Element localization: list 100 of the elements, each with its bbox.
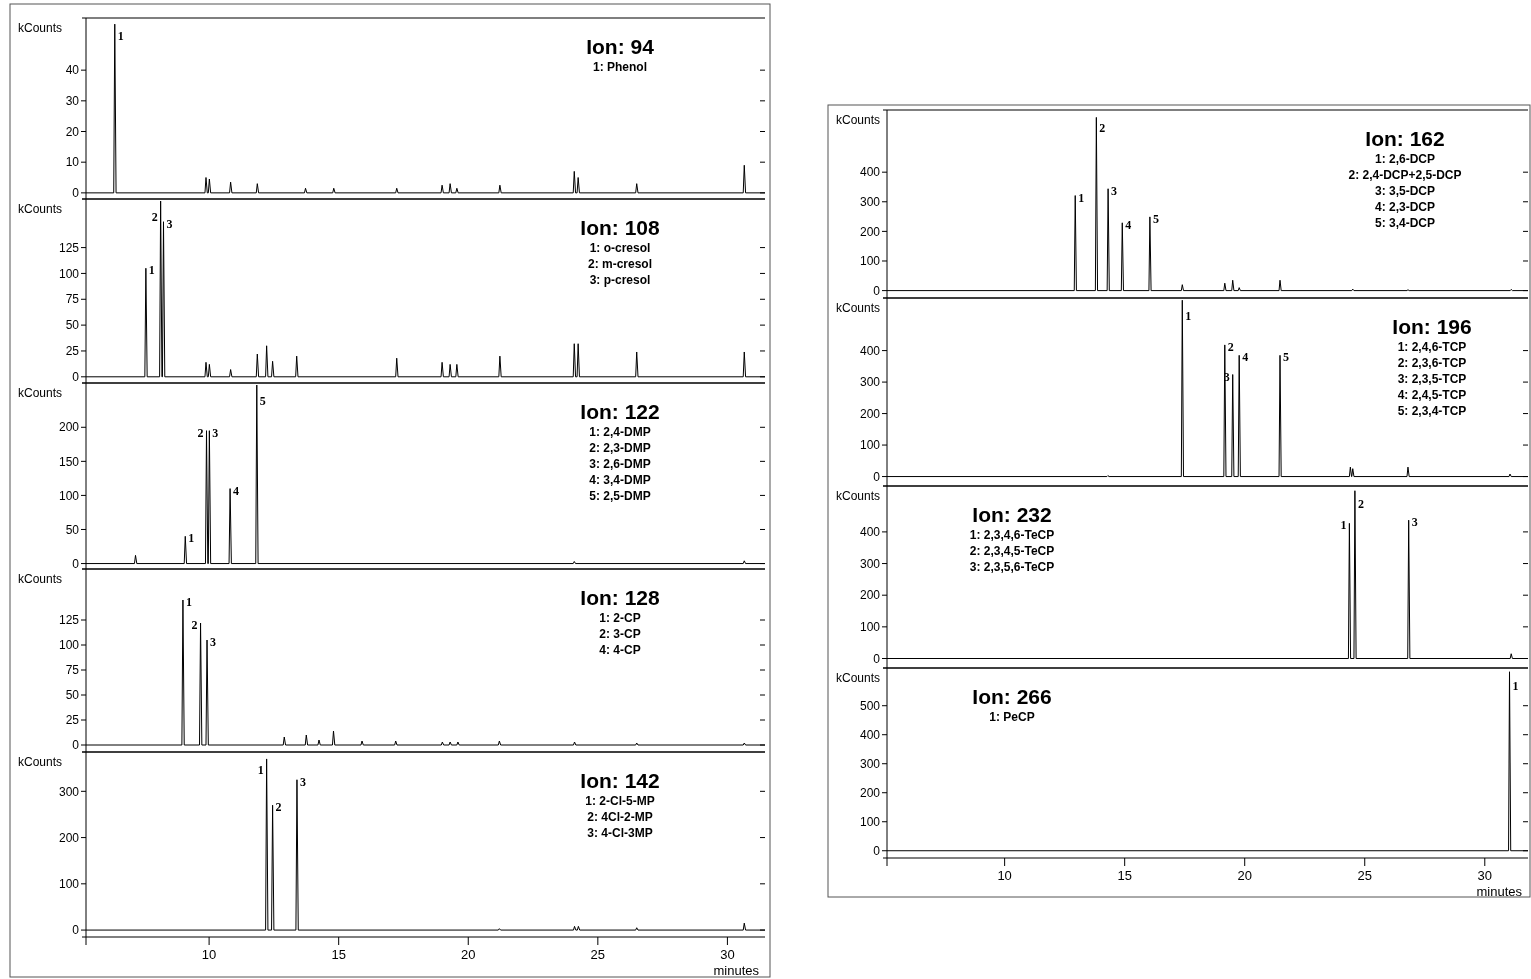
- y-tick-label: 20: [65, 124, 80, 139]
- y-tick-label: 200: [58, 420, 80, 435]
- annotation: 3: [1111, 183, 1118, 198]
- y-tick-label: 100: [859, 438, 881, 453]
- annotation: 1: [1512, 679, 1519, 693]
- x-axis-title: minutes: [1476, 884, 1523, 899]
- y-tick-label: 0: [72, 556, 80, 571]
- annotation: 3: [1411, 515, 1418, 530]
- y-tick-label: 0: [873, 843, 881, 858]
- annotation: 2: 2,3,6-TCP: [1397, 356, 1467, 370]
- annotation: 2: 2,3,4,5-TeCP: [969, 544, 1055, 558]
- y-tick-label: 400: [859, 165, 881, 180]
- y-tick-label: 100: [58, 488, 80, 503]
- y-tick-label: 0: [873, 283, 881, 298]
- y-axis-title: kCounts: [18, 21, 63, 35]
- y-tick-label: 40: [65, 63, 80, 78]
- annotation: 1: [188, 531, 195, 546]
- annotation: 5: 2,3,4-TCP: [1397, 404, 1467, 418]
- annotation: 3: 2,3,5-TCP: [1397, 372, 1467, 386]
- annotation: 3: [212, 425, 219, 440]
- annotation: 1: [148, 263, 155, 278]
- annotation: 1: 2,3,4,6-TeCP: [969, 528, 1055, 542]
- x-tick-label: 25: [590, 947, 606, 962]
- x-tick-label: 20: [1237, 868, 1252, 883]
- y-tick-label: 125: [58, 240, 80, 255]
- y-tick-label: 100: [58, 877, 80, 892]
- annotation: 3: [166, 216, 173, 231]
- x-tick-label: 25: [1357, 868, 1372, 883]
- y-tick-label: 200: [859, 406, 881, 421]
- y-axis-title: kCounts: [836, 301, 881, 315]
- text: Ion: 128: [580, 586, 660, 609]
- y-tick-label: 75: [65, 292, 80, 307]
- annotation: 2: 4Cl-2-MP: [587, 810, 653, 824]
- y-tick-label: 200: [859, 224, 881, 239]
- y-tick-label: 200: [859, 785, 881, 800]
- y-tick-label: 400: [859, 343, 881, 358]
- y-axis-title: kCounts: [18, 202, 63, 216]
- annotation: 2: [1227, 339, 1234, 354]
- annotation: 5: 2,5-DMP: [589, 489, 651, 503]
- annotation: 4: [1125, 217, 1132, 232]
- annotation: 3: [299, 774, 306, 789]
- annotation: 1: [1078, 190, 1085, 205]
- annotation: 2: [1099, 121, 1106, 135]
- annotation: 2: 2,4-DCP+2,5-DCP: [1348, 168, 1462, 182]
- y-tick-label: 0: [72, 923, 80, 938]
- annotation: 1: 2-Cl-5-MP: [585, 794, 655, 808]
- annotation: 2: [191, 618, 198, 632]
- text: Ion: 232: [972, 503, 1052, 526]
- annotation: 1: [1185, 309, 1192, 323]
- y-tick-label: 50: [65, 688, 80, 703]
- text: Ion: 94: [586, 35, 655, 58]
- x-tick-label: 15: [331, 947, 346, 962]
- x-tick-label: 15: [1117, 868, 1132, 883]
- annotation: 4: [1242, 350, 1249, 365]
- annotation: 1: [257, 763, 264, 777]
- y-tick-label: 400: [859, 525, 881, 540]
- y-tick-label: 25: [65, 344, 80, 359]
- x-tick-label: 10: [201, 947, 217, 962]
- y-tick-label: 150: [58, 454, 80, 469]
- annotation: 2: [151, 210, 158, 224]
- annotation: 2: [275, 800, 282, 815]
- annotation: 4: 2,3-DCP: [1374, 200, 1436, 214]
- annotation: 3: 2,3,5,6-TeCP: [969, 560, 1055, 574]
- y-axis-title: kCounts: [836, 489, 881, 503]
- annotation: 2: [1357, 497, 1364, 511]
- y-tick-label: 0: [72, 738, 80, 753]
- annotation: 4: 4-CP: [599, 643, 641, 657]
- y-axis-title: kCounts: [18, 572, 63, 586]
- annotation: 3: 3,5-DCP: [1374, 184, 1436, 198]
- x-tick-label: 20: [461, 947, 476, 962]
- y-tick-label: 30: [65, 94, 80, 109]
- y-tick-label: 125: [58, 613, 80, 628]
- annotation: 5: [1152, 211, 1159, 226]
- y-tick-label: 100: [859, 254, 881, 269]
- annotation: 2: m-cresol: [587, 257, 653, 271]
- y-tick-label: 0: [72, 186, 80, 201]
- y-axis-title: kCounts: [836, 671, 881, 685]
- annotation: 5: [259, 394, 266, 408]
- annotation: 1: 2,6-DCP: [1374, 152, 1436, 166]
- y-tick-label: 25: [65, 713, 80, 728]
- y-tick-label: 300: [859, 556, 881, 571]
- y-tick-label: 300: [859, 756, 881, 771]
- annotation: 3: 2,6-DMP: [589, 457, 651, 471]
- y-tick-label: 100: [58, 638, 80, 653]
- y-axis-title: kCounts: [18, 755, 63, 769]
- annotation: 2: 2,3-DMP: [589, 441, 651, 455]
- text: Ion: 108: [580, 216, 660, 239]
- y-axis-title: kCounts: [836, 113, 881, 127]
- y-tick-label: 50: [65, 522, 80, 537]
- y-tick-label: 50: [65, 318, 80, 333]
- annotation: 4: [233, 483, 240, 498]
- annotation: 3: p-cresol: [589, 273, 651, 287]
- y-tick-label: 0: [873, 651, 881, 666]
- text: Ion: 142: [580, 769, 660, 792]
- y-tick-label: 200: [58, 830, 80, 845]
- text: Ion: 266: [972, 685, 1052, 708]
- annotation: 1: PeCP: [989, 710, 1035, 724]
- annotation: 3: [210, 635, 217, 649]
- y-tick-label: 0: [72, 370, 80, 384]
- y-tick-label: 75: [65, 663, 80, 678]
